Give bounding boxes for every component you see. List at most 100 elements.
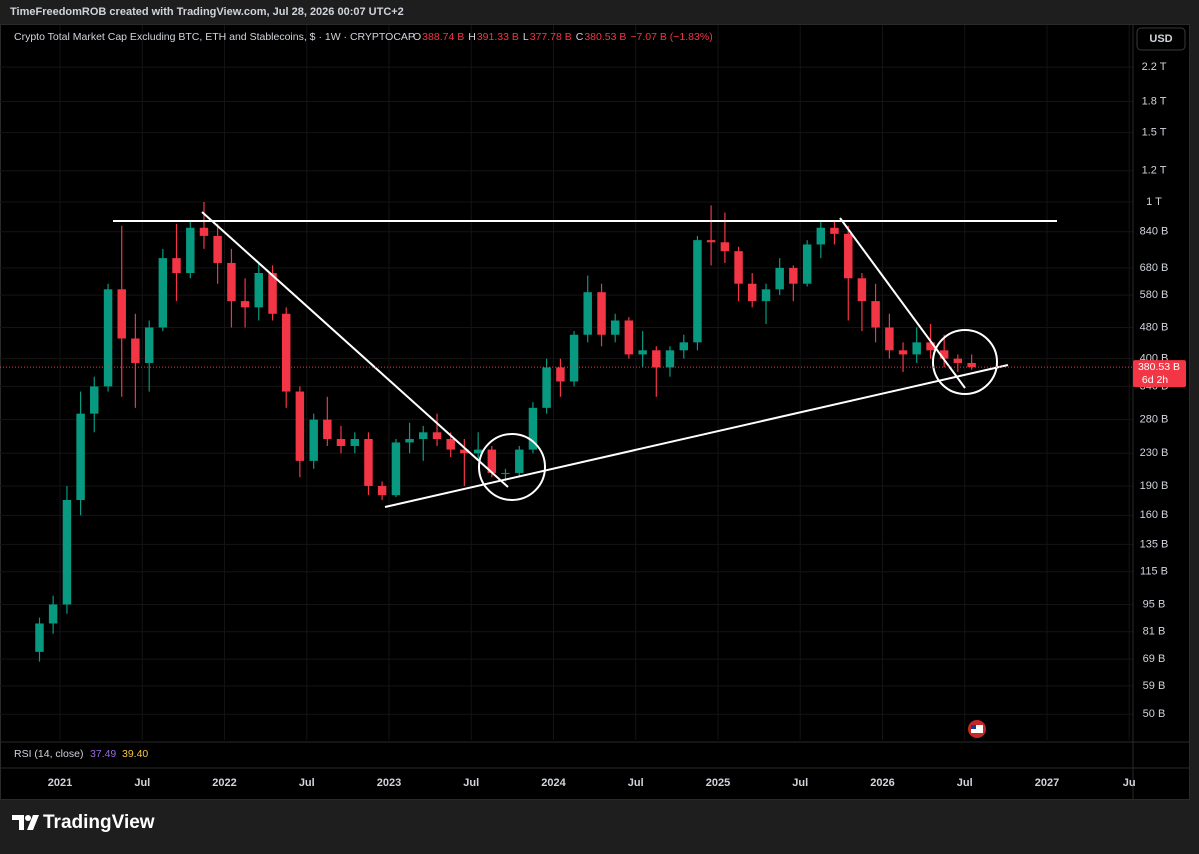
x-tick-label: 2025 [706,777,730,789]
candle-body [295,391,305,461]
candle-body [528,407,538,450]
y-tick-label: 230 B [1140,447,1169,459]
candle-body [542,367,551,408]
candle-body [62,500,72,605]
candle-body [679,342,689,351]
candle-body [48,604,58,624]
candles [35,201,976,662]
chart-pane [0,24,1190,800]
candle-body [460,449,469,454]
candle-body [473,449,483,454]
candle-body [254,273,263,308]
candle-body [103,289,113,387]
candle-body [323,419,332,440]
y-tick-label: 1 T [1146,196,1162,208]
candle-body [268,273,277,314]
x-tick-label: Jul [463,777,479,789]
candle-body [487,449,497,473]
ohlc-change: −7.07 B (−1.83%) [630,31,712,43]
candle-body [569,334,579,382]
x-tick-label: 2027 [1035,777,1059,789]
rsi-label: RSI (14, close) [14,748,83,760]
candle-body [309,419,318,461]
ohlc-value: 388.74 B [422,31,464,43]
candle-body [871,301,880,328]
candle-body [583,292,592,335]
y-tick-label: 135 B [1140,538,1169,550]
currency[interactable]: USD [1149,33,1172,45]
logo-mark [27,815,39,830]
candle-body [761,289,771,302]
trend-line [201,211,509,488]
candle-body [281,313,291,392]
x-tick-label: 2022 [212,777,236,789]
candle-body [35,623,44,652]
candle-body [693,240,702,343]
candle-body [501,472,510,474]
y-tick-label: 69 B [1143,653,1166,665]
ohlc-value: 377.78 B [530,31,572,43]
y-tick-label: 50 B [1143,708,1166,720]
candle-body [227,262,236,302]
candle-body [240,301,250,308]
candle-body [144,327,154,363]
brand: TradingView [43,812,155,833]
circle-marker [478,433,546,501]
candle-body [131,338,140,363]
candle-body [789,267,798,284]
candle-body [199,227,209,236]
y-tick-label: 1.8 T [1142,95,1167,107]
logo-mark [12,815,24,830]
x-tick-label: 2023 [377,777,401,789]
y-tick-label: 280 B [1140,414,1169,426]
rsi-value: 37.49 [90,748,116,760]
circle-marker [932,329,998,395]
candle-body [364,439,373,486]
candle-body [953,358,963,363]
x-tick-label: 2026 [870,777,894,789]
y-tick-label: 190 B [1140,480,1169,492]
ohlc-key: H [468,31,476,43]
candle-body [350,439,360,446]
x-tick-label: 2024 [541,777,566,789]
y-tick-label: 59 B [1143,680,1166,692]
drawings [113,211,1057,508]
candle-body [158,258,168,328]
candle-body [213,235,222,263]
candle-body [939,350,949,359]
x-tick-label: 2021 [48,777,72,789]
y-tick-label: 840 B [1140,226,1169,238]
y-tick-label: 480 B [1140,321,1169,333]
candle-body [830,227,839,234]
y-tick-label: 2.2 T [1142,61,1167,73]
y-tick-label: 160 B [1140,509,1169,521]
candle-body [747,283,757,302]
candle-body [377,485,387,496]
candle-body [336,439,346,446]
attribution: TimeFreedomROB created with TradingView.… [10,6,404,18]
x-tick-label: Jul [134,777,150,789]
candle-body [912,342,921,355]
last-price-box [1133,360,1186,388]
flag-canton [971,725,976,729]
brand-logo [12,815,39,830]
candle-body [665,350,675,368]
candle-body [418,432,428,440]
logo-mark [25,815,31,821]
trend-line [384,364,1009,508]
candle-body [624,320,634,355]
candle-body [652,350,661,368]
y-tick-label: 580 B [1140,289,1169,301]
candle-body [597,292,606,335]
candle-body [610,320,620,335]
currency-button[interactable] [1136,27,1186,51]
candle-body [926,342,935,351]
chart-title: Crypto Total Market Cap Excluding BTC, E… [14,31,415,43]
candle-body [391,442,401,496]
ohlc-key: O [413,31,421,43]
x-tick-label: Jul [628,777,644,789]
y-tick-label: 95 B [1143,598,1166,610]
rsi-value: 39.40 [122,748,148,760]
flag-icon [968,720,986,738]
